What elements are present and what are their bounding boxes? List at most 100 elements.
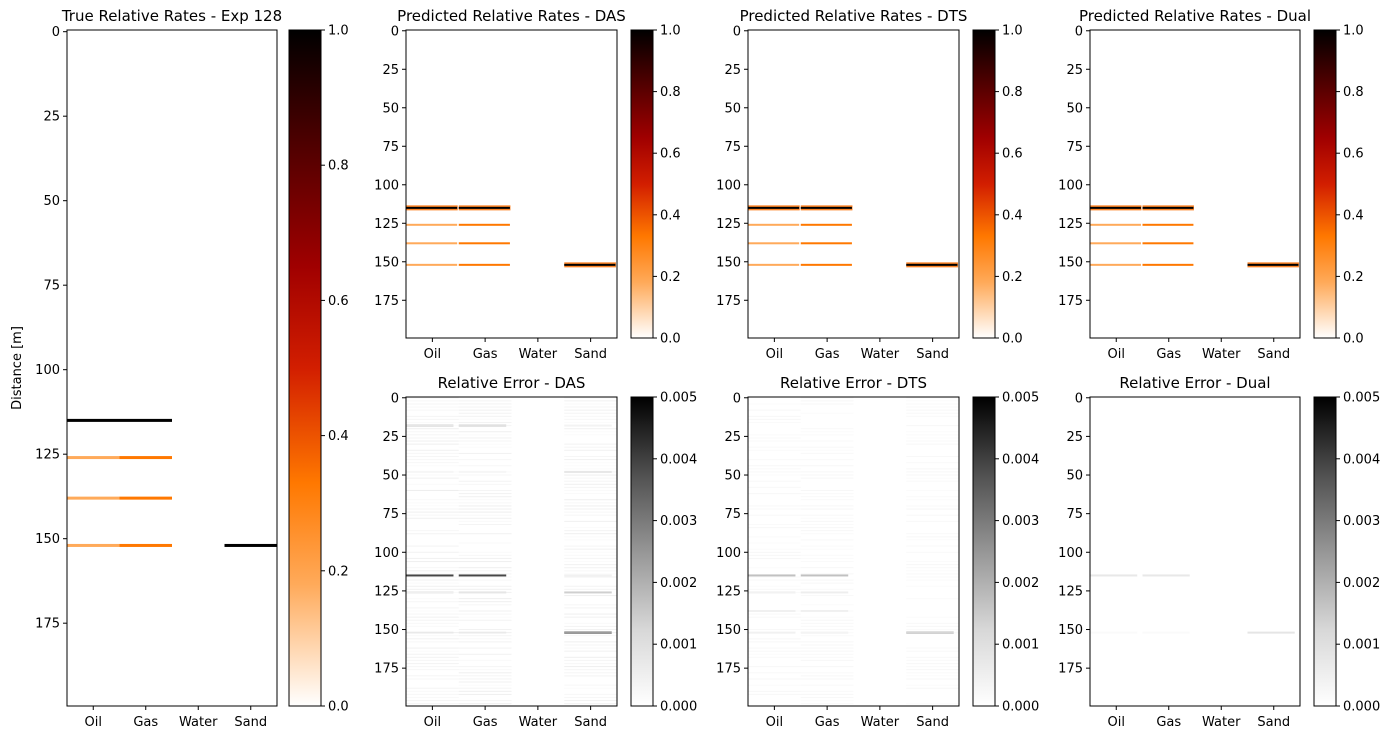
- band-115-gas: [458, 574, 507, 577]
- noise-stripe: [800, 579, 854, 581]
- noise-stripe: [800, 672, 854, 674]
- noise-stripe: [564, 474, 617, 476]
- x-tick-label-gas: Gas: [133, 715, 158, 730]
- noise-stripe: [800, 595, 854, 597]
- x-tick-label-gas: Gas: [815, 715, 840, 730]
- noise-stripe: [406, 598, 459, 600]
- y-tick-label: 125: [716, 217, 741, 232]
- x-tick-label-oil: Oil: [85, 715, 102, 730]
- noise-stripe: [564, 397, 617, 399]
- noise-stripe: [564, 551, 617, 553]
- noise-stripe: [406, 622, 459, 624]
- noise-stripe: [748, 449, 801, 451]
- noise-stripe: [800, 635, 854, 637]
- plot-background: [1090, 397, 1300, 706]
- noise-stripe: [406, 641, 459, 643]
- y-tick-label: 125: [374, 584, 399, 599]
- noise-stripe: [800, 693, 854, 695]
- noise-stripe: [564, 554, 617, 556]
- noise-stripe: [800, 489, 854, 491]
- y-tick-label: 0: [1075, 391, 1083, 406]
- noise-stripe: [458, 431, 512, 433]
- noise-stripe: [458, 672, 512, 674]
- colorbar-tick-label: 0.000: [1343, 700, 1380, 715]
- noise-stripe: [406, 582, 459, 584]
- noise-stripe: [458, 666, 512, 668]
- noise-stripe: [458, 601, 512, 603]
- noise-stripe: [906, 409, 959, 411]
- noise-stripe: [564, 409, 617, 411]
- colorbar-tick-label: 1.0: [1002, 24, 1023, 39]
- heatmap-marks: [748, 397, 959, 705]
- y-tick-label: 50: [1066, 101, 1083, 116]
- noise-stripe: [458, 446, 512, 448]
- noise-stripe: [800, 632, 854, 634]
- heatmap-marks: [67, 418, 277, 547]
- noise-stripe: [906, 687, 959, 689]
- noise-stripe: [906, 514, 959, 516]
- noise-stripe: [458, 557, 512, 559]
- band-138-gas: [1142, 242, 1194, 245]
- chart-title: Predicted Relative Rates - Dual: [1079, 7, 1311, 25]
- noise-stripe: [458, 554, 512, 556]
- noise-stripe: [564, 511, 617, 513]
- noise-stripe: [564, 622, 617, 624]
- noise-stripe: [800, 647, 854, 649]
- noise-stripe: [906, 539, 959, 541]
- noise-stripe: [406, 551, 459, 553]
- band-115-oil: [1090, 574, 1138, 577]
- noise-stripe: [564, 650, 617, 652]
- noise-stripe: [406, 693, 459, 695]
- noise-stripe: [800, 644, 854, 646]
- band-115-gas: [119, 418, 172, 422]
- noise-stripe: [406, 588, 459, 590]
- colorbar-tick-label: 0.4: [1343, 208, 1364, 223]
- noise-stripe: [800, 496, 854, 498]
- noise-stripe: [564, 675, 617, 677]
- colorbar-tick-label: 0.000: [1002, 700, 1039, 715]
- noise-stripe: [458, 496, 512, 498]
- noise-stripe: [906, 536, 959, 538]
- y-tick-label: 125: [374, 217, 399, 232]
- noise-stripe: [906, 415, 959, 417]
- y-tick-label: 125: [1058, 217, 1083, 232]
- y-tick-label: 25: [43, 110, 60, 125]
- band-138-oil: [1090, 242, 1141, 245]
- noise-stripe: [458, 678, 512, 680]
- y-tick-label: 175: [716, 294, 741, 309]
- noise-stripe: [406, 656, 459, 658]
- noise-stripe: [906, 403, 959, 405]
- band-152-oil: [406, 263, 458, 266]
- noise-stripe: [800, 446, 854, 448]
- panel-err-dual: Relative Error - Dual 0 25 50 75 100 125 150 175…: [1058, 374, 1380, 730]
- noise-stripe: [406, 613, 459, 615]
- noise-stripe: [564, 486, 617, 488]
- x-tick-label-sand: Sand: [234, 715, 267, 730]
- noise-stripe: [564, 527, 617, 529]
- x-tick-label-sand: Sand: [1257, 715, 1290, 730]
- noise-stripe: [564, 656, 617, 658]
- noise-stripe: [458, 561, 512, 563]
- noise-stripe: [906, 425, 959, 427]
- noise-stripe: [748, 567, 801, 569]
- noise-stripe: [406, 557, 459, 559]
- noise-stripe: [748, 684, 801, 686]
- x-tick-label-gas: Gas: [473, 347, 498, 362]
- band-152-oil: [1090, 263, 1141, 266]
- noise-stripe: [748, 579, 801, 581]
- noise-stripe: [458, 489, 512, 491]
- noise-stripe: [458, 443, 512, 445]
- noise-stripe: [458, 474, 512, 476]
- noise-stripe: [458, 480, 512, 482]
- noise-stripe: [458, 641, 512, 643]
- colorbar-tick-label: 0.001: [1002, 638, 1039, 653]
- noise-stripe: [906, 400, 959, 402]
- noise-stripe: [800, 474, 854, 476]
- colorbar: [972, 29, 996, 339]
- x-tick-label-sand: Sand: [1257, 347, 1290, 362]
- noise-stripe: [800, 508, 854, 510]
- noise-stripe: [458, 576, 512, 578]
- colorbar-tick-label: 0.2: [328, 564, 349, 579]
- noise-stripe: [748, 653, 801, 655]
